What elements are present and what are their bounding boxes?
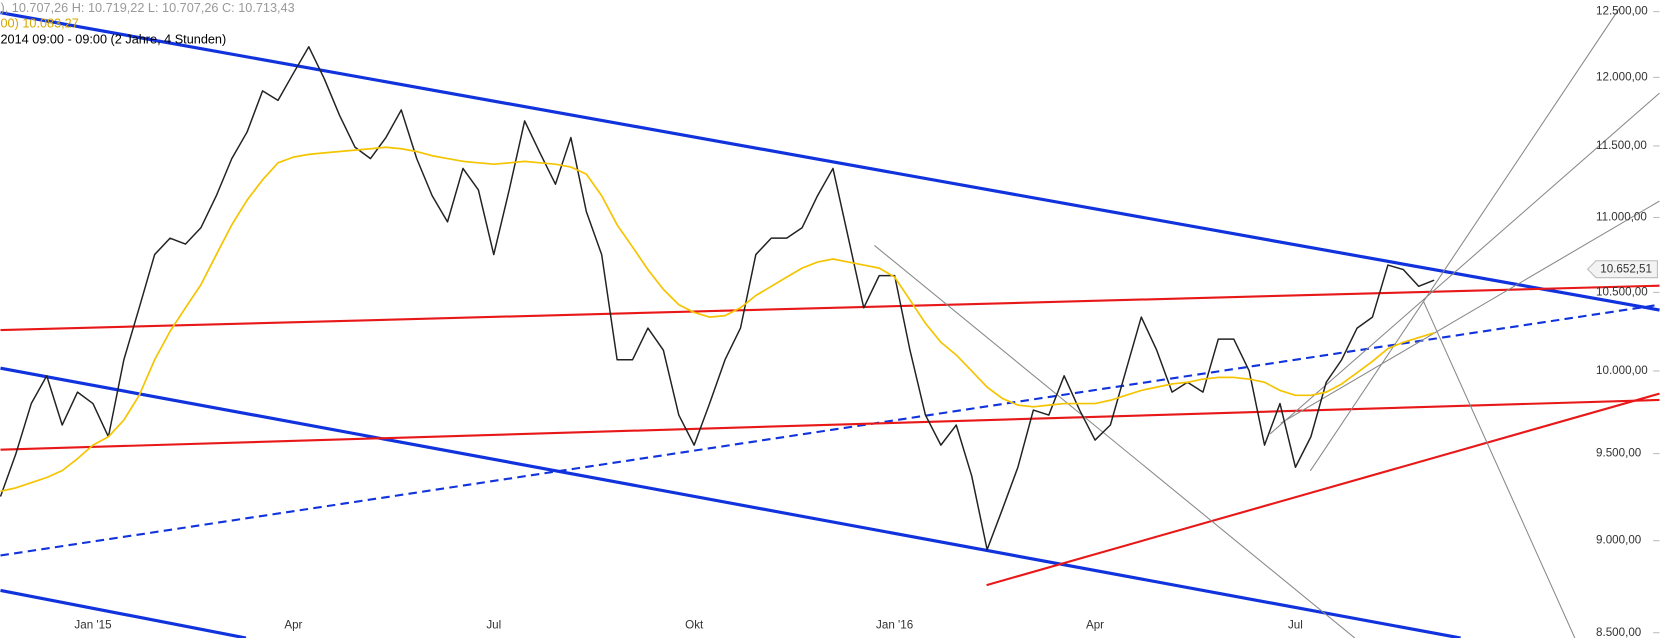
last-price-box bbox=[1586, 260, 1658, 279]
ma-text: 00) 10.083,27 bbox=[0, 17, 78, 31]
x-tick-label: Jan '15 bbox=[74, 618, 111, 631]
y-tick-label: 11.500,00 bbox=[1596, 139, 1647, 152]
series-line bbox=[0, 46, 1435, 551]
x-tick-label: Jan '16 bbox=[876, 618, 913, 631]
last-price-label: 10.652,51 bbox=[1600, 262, 1652, 275]
y-tick-label: 10.500,00 bbox=[1596, 285, 1648, 298]
x-tick-label: Jul bbox=[486, 618, 501, 631]
x-tick-label: Okt bbox=[685, 618, 704, 631]
y-tick-label: 12.000,00 bbox=[1596, 70, 1648, 83]
y-tick-label: 8.500,00 bbox=[1596, 626, 1642, 638]
series-line bbox=[0, 146, 1435, 493]
x-tick-label: Apr bbox=[1086, 618, 1104, 631]
x-tick-label: Apr bbox=[284, 618, 302, 631]
y-tick-label: 9.500,00 bbox=[1596, 447, 1642, 460]
y-tick-label: 11.000,00 bbox=[1596, 211, 1647, 224]
y-tick-label: 10.000,00 bbox=[1596, 364, 1648, 377]
x-tick-label: Jul bbox=[1288, 618, 1303, 631]
range-text: 2014 09:00 - 09:00 (2 Jahre, 4 Stunden) bbox=[0, 33, 226, 47]
y-tick-label: 9.000,00 bbox=[1596, 534, 1642, 547]
ohlc-text: ), 10.707,26 H: 10.719,22 L: 10.707,26 C… bbox=[0, 1, 294, 15]
y-tick-label: 12.500,00 bbox=[1596, 5, 1648, 18]
trend-lines bbox=[0, 8, 1660, 640]
